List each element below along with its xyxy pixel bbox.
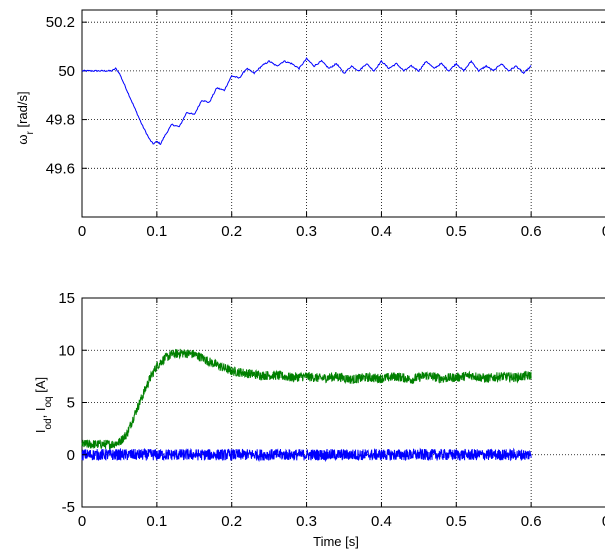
series-line-0 xyxy=(81,348,532,450)
y-tick-label: 50.2 xyxy=(46,14,75,31)
y-tick-label: 15 xyxy=(58,290,75,307)
y-tick-label: 50 xyxy=(58,63,75,80)
x-tick-label: 0.5 xyxy=(446,513,467,530)
series-line-1 xyxy=(81,447,532,463)
y-axis-label-omega: ωr [rad/s] xyxy=(15,91,36,144)
x-tick-label: 0.3 xyxy=(296,513,317,530)
series-current xyxy=(81,348,532,463)
series-omega xyxy=(81,56,532,145)
y-axis-label-current: Iod, Ioq [A] xyxy=(33,377,54,433)
x-tick-label: 0 xyxy=(78,223,86,240)
y-tick-label: 49.6 xyxy=(46,160,75,177)
plot-area-omega xyxy=(81,9,605,218)
y-tick-label: 0 xyxy=(67,447,75,464)
x-tick-label: 0.1 xyxy=(146,513,167,530)
x-tick-label: 0.6 xyxy=(521,513,542,530)
y-tick-label: -5 xyxy=(62,499,75,516)
x-axis-label-current: Time [s] xyxy=(313,534,359,549)
x-tick-label: 0.1 xyxy=(146,223,167,240)
y-tick-label: 10 xyxy=(58,342,75,359)
x-tick-label: 0.5 xyxy=(446,223,467,240)
grid-omega xyxy=(82,10,605,217)
x-tick-label: 0 xyxy=(602,223,605,240)
chart-omega: 0 0.1 0.2 0.3 0.4 0.5 0.6 0 49.6 49.8 50 50.2 ωr [r… xyxy=(15,9,605,240)
x-tick-label: 0.6 xyxy=(521,223,542,240)
x-tick-label: 0.3 xyxy=(296,223,317,240)
x-tick-label: 0.2 xyxy=(221,513,242,530)
x-tick-label: 0 xyxy=(602,513,605,530)
y-tick-label: 5 xyxy=(67,395,75,412)
ticks-omega: 0 0.1 0.2 0.3 0.4 0.5 0.6 0 49.6 49.8 50 50.2 xyxy=(46,10,605,240)
y-tick-label: 49.8 xyxy=(46,112,75,129)
series-line-0 xyxy=(81,56,532,145)
x-tick-label: 0.4 xyxy=(371,223,392,240)
x-tick-label: 0 xyxy=(78,513,86,530)
x-tick-label: 0.4 xyxy=(371,513,392,530)
x-tick-label: 0.2 xyxy=(221,223,242,240)
